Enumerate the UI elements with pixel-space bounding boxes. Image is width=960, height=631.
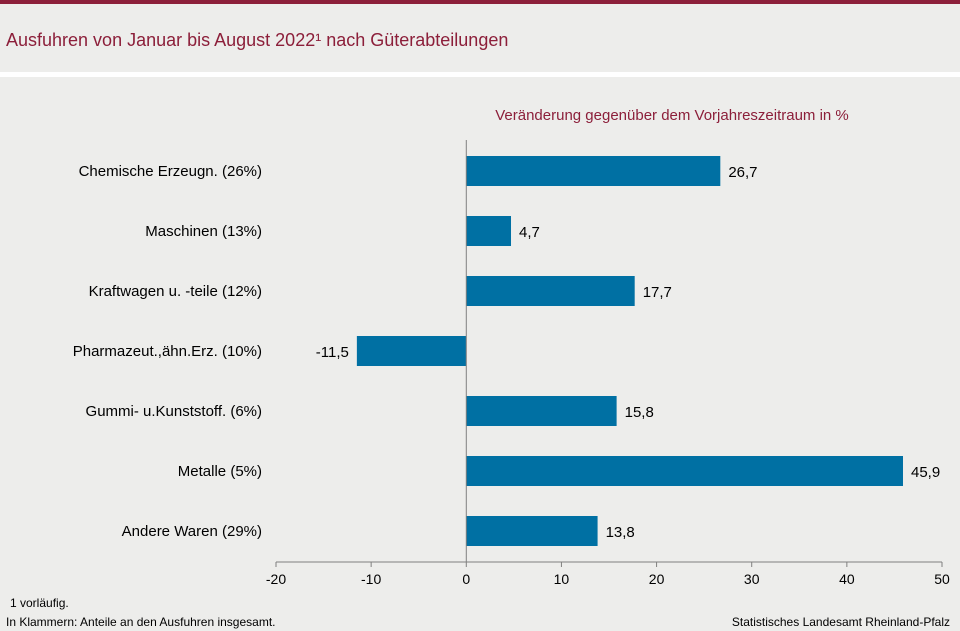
source-credit: Statistisches Landesamt Rheinland-Pfalz	[731, 615, 950, 629]
x-tick-label: -10	[361, 571, 381, 587]
value-label: 4,7	[519, 224, 540, 241]
category-label: Gummi- u.Kunststoff. (6%)	[86, 403, 262, 420]
value-label: 26,7	[728, 164, 757, 181]
x-tick-label: 10	[554, 571, 570, 587]
category-label: Metalle (5%)	[178, 463, 262, 480]
bar	[466, 516, 598, 546]
bar	[466, 396, 617, 426]
footnote-shares: In Klammern: Anteile an den Ausfuhren in…	[6, 615, 276, 629]
x-tick-label: 20	[649, 571, 665, 587]
top-accent-bar	[0, 0, 960, 4]
chart-title: Veränderung gegenüber dem Vorjahreszeitr…	[495, 107, 849, 124]
x-tick-label: 50	[934, 571, 950, 587]
x-tick-label: -20	[266, 571, 286, 587]
bar	[356, 336, 467, 366]
value-label: 45,9	[911, 464, 940, 481]
category-label: Pharmazeut.,ähn.Erz. (10%)	[73, 343, 262, 360]
footnote: 1 vorläufig.	[10, 596, 69, 610]
value-label: -11,5	[316, 344, 349, 361]
value-label: 17,7	[643, 284, 672, 301]
bar	[466, 276, 635, 306]
title-separator	[0, 72, 960, 77]
x-tick-label: 30	[744, 571, 760, 587]
bar	[466, 156, 721, 186]
value-label: 15,8	[625, 404, 654, 421]
category-label: Chemische Erzeugn. (26%)	[79, 163, 262, 180]
page-title: Ausfuhren von Januar bis August 2022¹ na…	[6, 30, 509, 50]
bar	[466, 456, 903, 486]
x-tick-label: 0	[462, 571, 470, 587]
category-label: Kraftwagen u. -teile (12%)	[89, 283, 262, 300]
category-label: Andere Waren (29%)	[122, 523, 262, 540]
value-label: 13,8	[606, 524, 635, 541]
category-label: Maschinen (13%)	[145, 223, 262, 240]
bar	[466, 216, 512, 246]
x-tick-label: 40	[839, 571, 855, 587]
